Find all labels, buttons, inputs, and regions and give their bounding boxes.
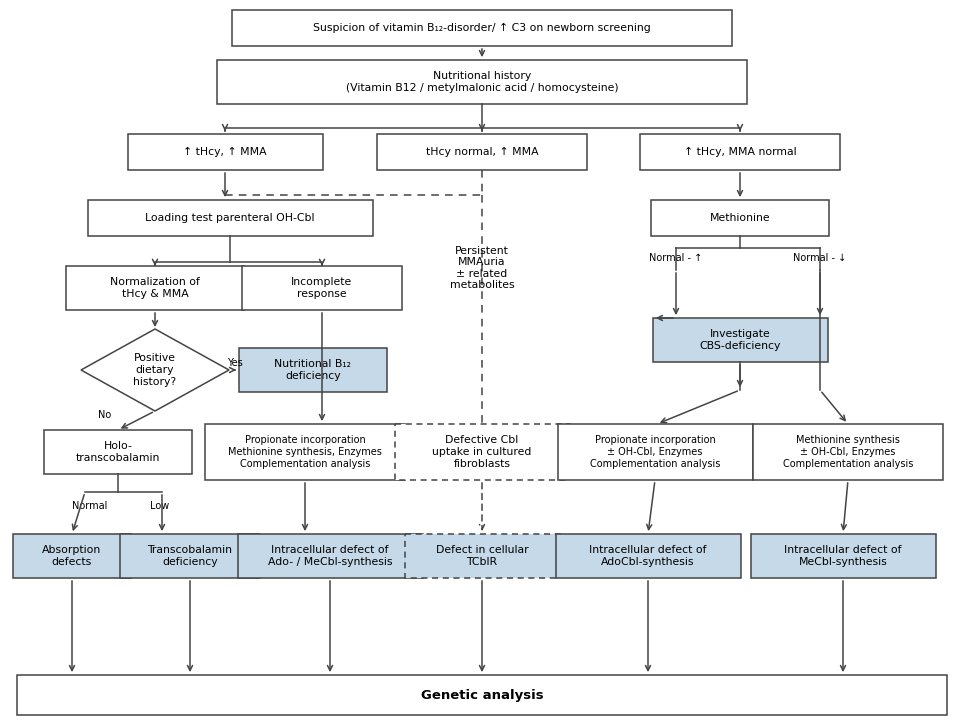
Polygon shape — [81, 329, 229, 411]
Text: Genetic analysis: Genetic analysis — [420, 689, 544, 702]
Text: Intracellular defect of
AdoCbl-synthesis: Intracellular defect of AdoCbl-synthesis — [589, 545, 707, 567]
Text: Methionine synthesis
± OH-Cbl, Enzymes
Complementation analysis: Methionine synthesis ± OH-Cbl, Enzymes C… — [783, 435, 913, 469]
Text: tHcy normal, ↑ MMA: tHcy normal, ↑ MMA — [426, 147, 538, 157]
FancyBboxPatch shape — [377, 134, 587, 170]
Text: Persistent
MMAuria
± related
metabolites: Persistent MMAuria ± related metabolites — [449, 246, 515, 291]
Text: Low: Low — [150, 501, 170, 511]
Text: Intracellular defect of
MeCbl-synthesis: Intracellular defect of MeCbl-synthesis — [785, 545, 901, 567]
Text: Methionine: Methionine — [710, 213, 770, 223]
Text: Loading test parenteral OH-Cbl: Loading test parenteral OH-Cbl — [146, 213, 315, 223]
Text: Normal: Normal — [72, 501, 108, 511]
FancyBboxPatch shape — [127, 134, 323, 170]
Text: Transcobalamin
deficiency: Transcobalamin deficiency — [147, 545, 232, 567]
FancyBboxPatch shape — [651, 200, 829, 236]
FancyBboxPatch shape — [640, 134, 840, 170]
Text: Normal - ↓: Normal - ↓ — [793, 253, 846, 263]
FancyBboxPatch shape — [555, 534, 740, 578]
FancyBboxPatch shape — [751, 534, 935, 578]
FancyBboxPatch shape — [239, 348, 387, 392]
Text: Holo-
transcobalamin: Holo- transcobalamin — [76, 441, 160, 463]
FancyBboxPatch shape — [394, 424, 570, 480]
Text: Positive
dietary
history?: Positive dietary history? — [133, 353, 176, 387]
FancyBboxPatch shape — [557, 424, 753, 480]
Text: Absorption
defects: Absorption defects — [42, 545, 101, 567]
Text: No: No — [98, 410, 112, 420]
Text: ↑ tHcy, MMA normal: ↑ tHcy, MMA normal — [683, 147, 796, 157]
FancyBboxPatch shape — [13, 534, 131, 578]
FancyBboxPatch shape — [232, 10, 732, 46]
Text: Incomplete
response: Incomplete response — [291, 277, 353, 299]
Text: Suspicion of vitamin B₁₂-disorder/ ↑ C3 on newborn screening: Suspicion of vitamin B₁₂-disorder/ ↑ C3 … — [313, 23, 651, 33]
FancyBboxPatch shape — [66, 266, 244, 310]
Text: Propionate incorporation
± OH-Cbl, Enzymes
Complementation analysis: Propionate incorporation ± OH-Cbl, Enzym… — [590, 435, 720, 469]
FancyBboxPatch shape — [217, 60, 747, 104]
Text: Defective Cbl
uptake in cultured
fibroblasts: Defective Cbl uptake in cultured fibrobl… — [432, 435, 532, 469]
Text: Nutritional B₁₂
deficiency: Nutritional B₁₂ deficiency — [275, 359, 352, 381]
Text: ↑ tHcy, ↑ MMA: ↑ tHcy, ↑ MMA — [183, 147, 267, 157]
Text: Investigate
CBS-deficiency: Investigate CBS-deficiency — [699, 329, 781, 351]
Text: Normal - ↑: Normal - ↑ — [650, 253, 703, 263]
FancyBboxPatch shape — [237, 534, 422, 578]
FancyBboxPatch shape — [44, 430, 192, 474]
Text: Intracellular defect of
Ado- / MeCbl-synthesis: Intracellular defect of Ado- / MeCbl-syn… — [268, 545, 392, 567]
FancyBboxPatch shape — [242, 266, 402, 310]
FancyBboxPatch shape — [120, 534, 260, 578]
FancyBboxPatch shape — [653, 318, 827, 362]
FancyBboxPatch shape — [405, 534, 559, 578]
FancyBboxPatch shape — [205, 424, 405, 480]
FancyBboxPatch shape — [753, 424, 943, 480]
FancyBboxPatch shape — [17, 675, 947, 715]
Text: Nutritional history
(Vitamin B12 / metylmalonic acid / homocysteine): Nutritional history (Vitamin B12 / metyl… — [346, 71, 618, 93]
Text: Normalization of
tHcy & MMA: Normalization of tHcy & MMA — [110, 277, 200, 299]
Text: Defect in cellular
TCblR: Defect in cellular TCblR — [436, 545, 528, 567]
Text: Propionate incorporation
Methionine synthesis, Enzymes
Complementation analysis: Propionate incorporation Methionine synt… — [228, 435, 382, 469]
FancyBboxPatch shape — [88, 200, 372, 236]
Text: Yes: Yes — [228, 358, 243, 368]
